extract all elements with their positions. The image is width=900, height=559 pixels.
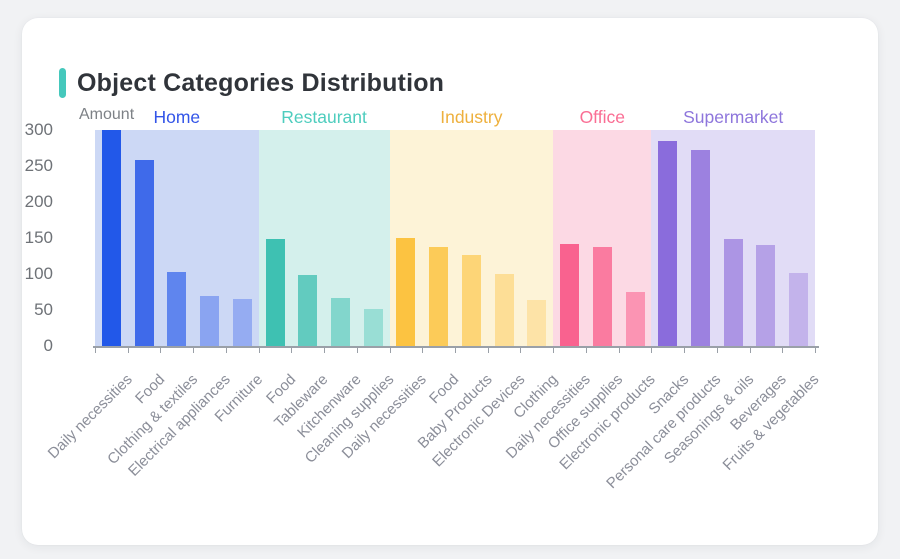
x-axis-line bbox=[93, 346, 819, 348]
x-tick-mark bbox=[684, 348, 686, 353]
bar-supermarket-snacks[interactable] bbox=[658, 140, 678, 346]
x-tick-mark bbox=[782, 348, 784, 353]
x-tick-mark bbox=[193, 348, 195, 353]
bar-restaurant-tableware[interactable] bbox=[298, 275, 318, 346]
bar-home-daily-necessities[interactable] bbox=[101, 130, 121, 346]
x-tick-mark bbox=[422, 348, 424, 353]
x-tick-mark bbox=[389, 348, 391, 353]
bar-office-daily-necessities[interactable] bbox=[560, 243, 580, 346]
group-label-office: Office bbox=[579, 107, 625, 127]
x-tick-mark bbox=[553, 348, 555, 353]
bar-office-office-supplies[interactable] bbox=[592, 246, 612, 346]
bar-restaurant-cleaning-supplies[interactable] bbox=[363, 309, 383, 346]
y-tick-label: 0 bbox=[43, 336, 53, 355]
y-tick-label: 50 bbox=[34, 300, 53, 319]
x-tick-mark bbox=[356, 348, 358, 353]
bar-home-furniture[interactable] bbox=[232, 299, 252, 346]
x-tick-mark bbox=[95, 348, 96, 353]
title-accent-bar bbox=[59, 68, 66, 98]
x-tick-mark bbox=[258, 348, 260, 353]
bar-industry-food[interactable] bbox=[429, 246, 449, 346]
x-tick-mark bbox=[651, 348, 653, 353]
x-tick-mark bbox=[225, 348, 227, 353]
x-tick-mark bbox=[520, 348, 522, 353]
x-tick-mark bbox=[585, 348, 587, 353]
bar-supermarket-beverages[interactable] bbox=[756, 245, 776, 346]
x-tick-mark bbox=[487, 348, 489, 353]
bar-industry-electronic-devices[interactable] bbox=[494, 274, 514, 346]
x-tick-mark bbox=[815, 348, 816, 353]
bar-supermarket-seasonings-oils[interactable] bbox=[723, 239, 743, 346]
bar-home-clothing-textiles[interactable] bbox=[167, 271, 187, 346]
bar-office-electronic-products[interactable] bbox=[625, 292, 645, 346]
y-tick-label: 250 bbox=[24, 156, 53, 175]
bar-supermarket-personal-care-products[interactable] bbox=[690, 150, 710, 346]
x-tick-mark bbox=[749, 348, 751, 353]
y-tick-label: 100 bbox=[24, 264, 53, 283]
x-tick-mark bbox=[160, 348, 162, 353]
x-tick-mark bbox=[291, 348, 293, 353]
y-tick-label: 300 bbox=[24, 120, 53, 139]
group-label-restaurant: Restaurant bbox=[281, 107, 367, 127]
y-axis-name: Amount bbox=[79, 106, 135, 123]
bar-industry-clothing[interactable] bbox=[527, 299, 547, 346]
bar-home-electrical-appliances[interactable] bbox=[200, 295, 220, 346]
group-label-home: Home bbox=[153, 107, 201, 127]
group-label-supermarket: Supermarket bbox=[683, 107, 784, 127]
x-tick-mark bbox=[324, 348, 326, 353]
chart-card: Object Categories Distribution Amount 30… bbox=[22, 18, 878, 545]
bar-industry-baby-products[interactable] bbox=[461, 255, 481, 346]
plot-area bbox=[95, 130, 815, 346]
chart-title: Object Categories Distribution bbox=[77, 69, 445, 97]
bar-restaurant-food[interactable] bbox=[265, 238, 285, 346]
bar-restaurant-kitchenware[interactable] bbox=[330, 298, 350, 346]
group-label-industry: Industry bbox=[440, 107, 503, 127]
y-tick-label: 200 bbox=[24, 192, 53, 211]
x-tick-mark bbox=[455, 348, 456, 353]
x-tick-mark bbox=[127, 348, 129, 353]
x-tick-mark bbox=[618, 348, 620, 353]
bar-supermarket-fruits-vegetables[interactable] bbox=[789, 272, 809, 346]
x-tick-mark bbox=[716, 348, 718, 353]
y-tick-label: 150 bbox=[24, 228, 53, 247]
bar-home-food[interactable] bbox=[134, 160, 154, 346]
bar-industry-daily-necessities[interactable] bbox=[396, 238, 416, 346]
